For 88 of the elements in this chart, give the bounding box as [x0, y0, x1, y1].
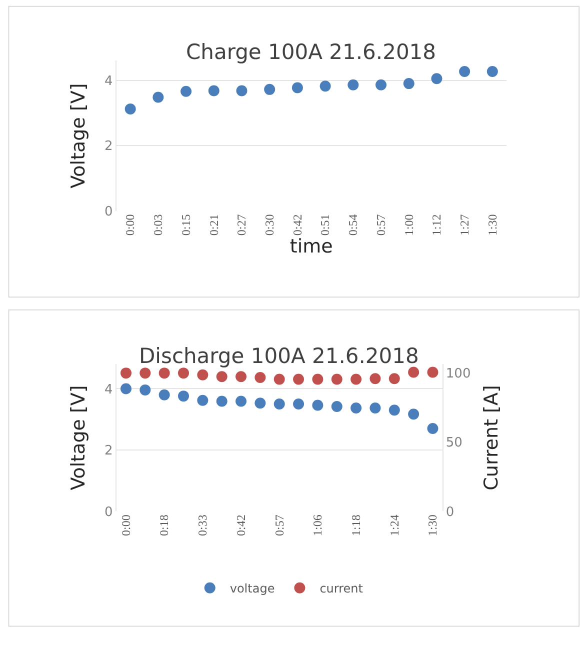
point — [331, 400, 342, 412]
y2-tick-label: 50 — [446, 436, 462, 451]
x-tick-label: 1:30 — [485, 214, 500, 236]
point — [293, 398, 304, 410]
y-tick-label: 2 — [104, 139, 113, 154]
x-axis-title: time — [290, 236, 333, 258]
point — [140, 368, 151, 379]
x-tick-label: 0:21 — [206, 214, 221, 236]
point — [486, 66, 498, 77]
y-tick-label: 4 — [104, 74, 113, 89]
point — [292, 82, 303, 94]
y2-tick-label: 100 — [446, 366, 471, 382]
point — [152, 92, 164, 103]
point — [376, 79, 386, 90]
point — [197, 394, 208, 406]
point — [264, 84, 276, 95]
point — [403, 78, 414, 90]
x-tick-label: 0:57 — [374, 214, 388, 236]
point — [427, 423, 438, 434]
x-tick-label: 0:00 — [123, 214, 138, 236]
x-tick-label: 1:00 — [402, 214, 416, 236]
point — [178, 368, 189, 379]
x-tick-label: 0:00 — [118, 514, 133, 536]
chart-title: Discharge 100A 21.6.2018 — [139, 344, 419, 368]
point — [312, 374, 324, 385]
point — [431, 73, 442, 84]
point — [216, 371, 228, 382]
x-tick-label: 1:24 — [387, 514, 402, 536]
x-tick-label: 1:27 — [457, 214, 472, 236]
point — [236, 396, 247, 407]
x-tick-label: 1:18 — [348, 514, 363, 536]
point — [124, 104, 136, 115]
x-tick-label: 0:54 — [346, 214, 360, 236]
point — [158, 389, 170, 400]
point — [293, 374, 304, 385]
x-tick-label: 0:42 — [234, 514, 248, 536]
y-tick-label: 2 — [104, 444, 113, 459]
y-tick-label: 4 — [104, 382, 113, 398]
point — [178, 390, 189, 402]
point — [388, 373, 400, 384]
point — [236, 371, 247, 382]
y2-axis-title: Current [A] — [480, 385, 503, 490]
point — [320, 80, 331, 92]
legend-label: current — [320, 582, 364, 596]
x-tick-label: 1:06 — [310, 514, 325, 536]
x-tick-label: 0:18 — [157, 514, 172, 536]
point — [197, 369, 208, 380]
point — [274, 374, 285, 385]
x-tick-label: 0:30 — [262, 214, 276, 236]
point — [370, 373, 381, 384]
x-tick-label: 0:33 — [196, 514, 210, 536]
point — [350, 374, 362, 385]
point — [254, 372, 266, 383]
point — [408, 366, 420, 378]
x-tick-label: 1:12 — [430, 214, 444, 236]
point — [370, 402, 381, 414]
x-tick-label: 0:03 — [151, 214, 166, 236]
point — [331, 374, 342, 385]
point — [236, 85, 248, 96]
chart-title: Charge 100A 21.6.2018 — [186, 40, 436, 64]
y-tick-label: 0 — [104, 504, 113, 520]
point — [388, 404, 400, 416]
point — [254, 398, 266, 409]
point — [427, 366, 438, 378]
point — [158, 368, 170, 379]
point — [208, 85, 220, 96]
x-tick-label: 0:51 — [318, 214, 332, 236]
x-tick-label: 0:57 — [272, 514, 286, 536]
y-tick-label: 0 — [104, 204, 113, 220]
x-tick-label: 0:27 — [234, 214, 249, 236]
point — [140, 384, 151, 396]
x-tick-label: 0:42 — [290, 214, 304, 236]
y-axis-title: Voltage [V] — [67, 83, 90, 188]
point — [408, 408, 420, 420]
x-tick-label: 1:30 — [426, 514, 440, 536]
point — [350, 402, 362, 414]
y2-tick-label: 0 — [446, 504, 454, 520]
legend-label: voltage — [230, 582, 275, 596]
point — [120, 368, 132, 379]
point — [216, 396, 228, 407]
x-tick-label: 0:15 — [178, 214, 193, 236]
point — [459, 66, 470, 77]
point — [312, 400, 324, 411]
point — [180, 86, 192, 97]
y-axis-title: Voltage [V] — [67, 385, 90, 490]
point — [274, 398, 285, 410]
point — [348, 79, 359, 90]
point — [120, 383, 132, 394]
